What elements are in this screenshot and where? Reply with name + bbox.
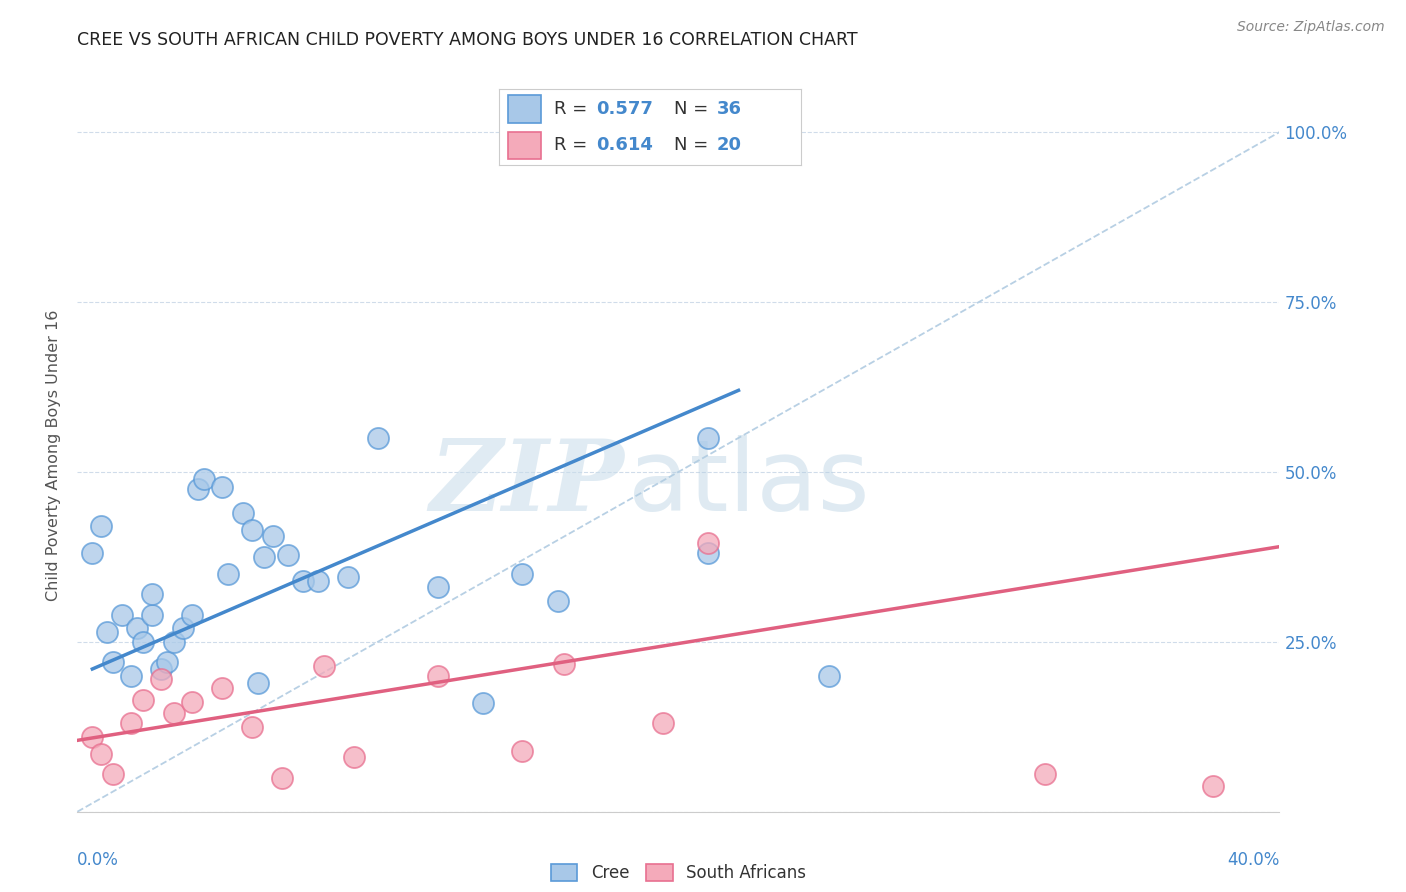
Point (232, 506, 254, 520)
Text: atlas: atlas (628, 435, 869, 532)
Point (150, 662, 173, 676)
Point (90, 519, 112, 533)
Point (277, 548, 299, 562)
Point (162, 635, 184, 649)
Point (82, 546, 104, 560)
Point (156, 655, 179, 669)
Point (211, 681, 233, 695)
Point (132, 692, 155, 706)
Text: 40.0%: 40.0% (1227, 851, 1279, 869)
Point (240, 720, 263, 734)
Text: N =: N = (675, 136, 714, 154)
Point (132, 635, 155, 649)
Point (150, 672, 173, 686)
Text: 0.577: 0.577 (596, 100, 652, 118)
Point (253, 549, 276, 564)
Point (336, 570, 359, 584)
Point (90, 747, 112, 761)
Point (82, 730, 104, 744)
Point (211, 480, 233, 494)
Point (103, 767, 125, 781)
Point (553, 657, 575, 671)
FancyBboxPatch shape (508, 95, 541, 122)
Point (427, 669, 450, 683)
Point (246, 675, 269, 690)
Point (120, 716, 142, 731)
Legend: Cree, South Africans: Cree, South Africans (544, 857, 813, 889)
Point (180, 695, 202, 709)
Point (367, 431, 389, 445)
Point (240, 523, 263, 537)
Point (697, 546, 720, 560)
Point (343, 750, 366, 764)
Y-axis label: Child Poverty Among Boys Under 16: Child Poverty Among Boys Under 16 (46, 310, 62, 600)
Point (307, 574, 329, 588)
Text: 0.614: 0.614 (596, 136, 652, 154)
Text: 20: 20 (717, 136, 742, 154)
Point (193, 472, 215, 486)
Text: N =: N = (675, 100, 714, 118)
Point (1202, 779, 1225, 793)
Point (111, 607, 134, 622)
Text: 0.0%: 0.0% (77, 851, 120, 869)
Point (652, 716, 675, 731)
Point (510, 566, 533, 581)
Point (127, 621, 149, 635)
Point (472, 696, 495, 710)
Point (312, 658, 335, 673)
Point (141, 587, 163, 601)
Point (262, 529, 284, 543)
Point (162, 706, 184, 721)
Text: Source: ZipAtlas.com: Source: ZipAtlas.com (1237, 20, 1385, 34)
Point (103, 655, 125, 669)
Point (96, 624, 118, 639)
Point (427, 581, 450, 595)
Point (510, 743, 533, 757)
Text: R =: R = (554, 136, 592, 154)
Point (817, 669, 839, 683)
Text: ZIP: ZIP (429, 435, 624, 532)
Point (187, 482, 209, 496)
Text: 36: 36 (717, 100, 742, 118)
Text: CREE VS SOUTH AFRICAN CHILD POVERTY AMONG BOYS UNDER 16 CORRELATION CHART: CREE VS SOUTH AFRICAN CHILD POVERTY AMON… (77, 31, 858, 49)
Point (1033, 767, 1056, 781)
Point (120, 669, 142, 683)
Point (270, 771, 292, 785)
Point (180, 607, 202, 622)
Point (697, 431, 720, 445)
Point (697, 536, 720, 550)
Point (172, 621, 194, 635)
Point (141, 607, 163, 622)
Text: R =: R = (554, 100, 592, 118)
Point (217, 566, 239, 581)
FancyBboxPatch shape (508, 132, 541, 159)
Point (547, 594, 569, 608)
Point (291, 574, 314, 588)
